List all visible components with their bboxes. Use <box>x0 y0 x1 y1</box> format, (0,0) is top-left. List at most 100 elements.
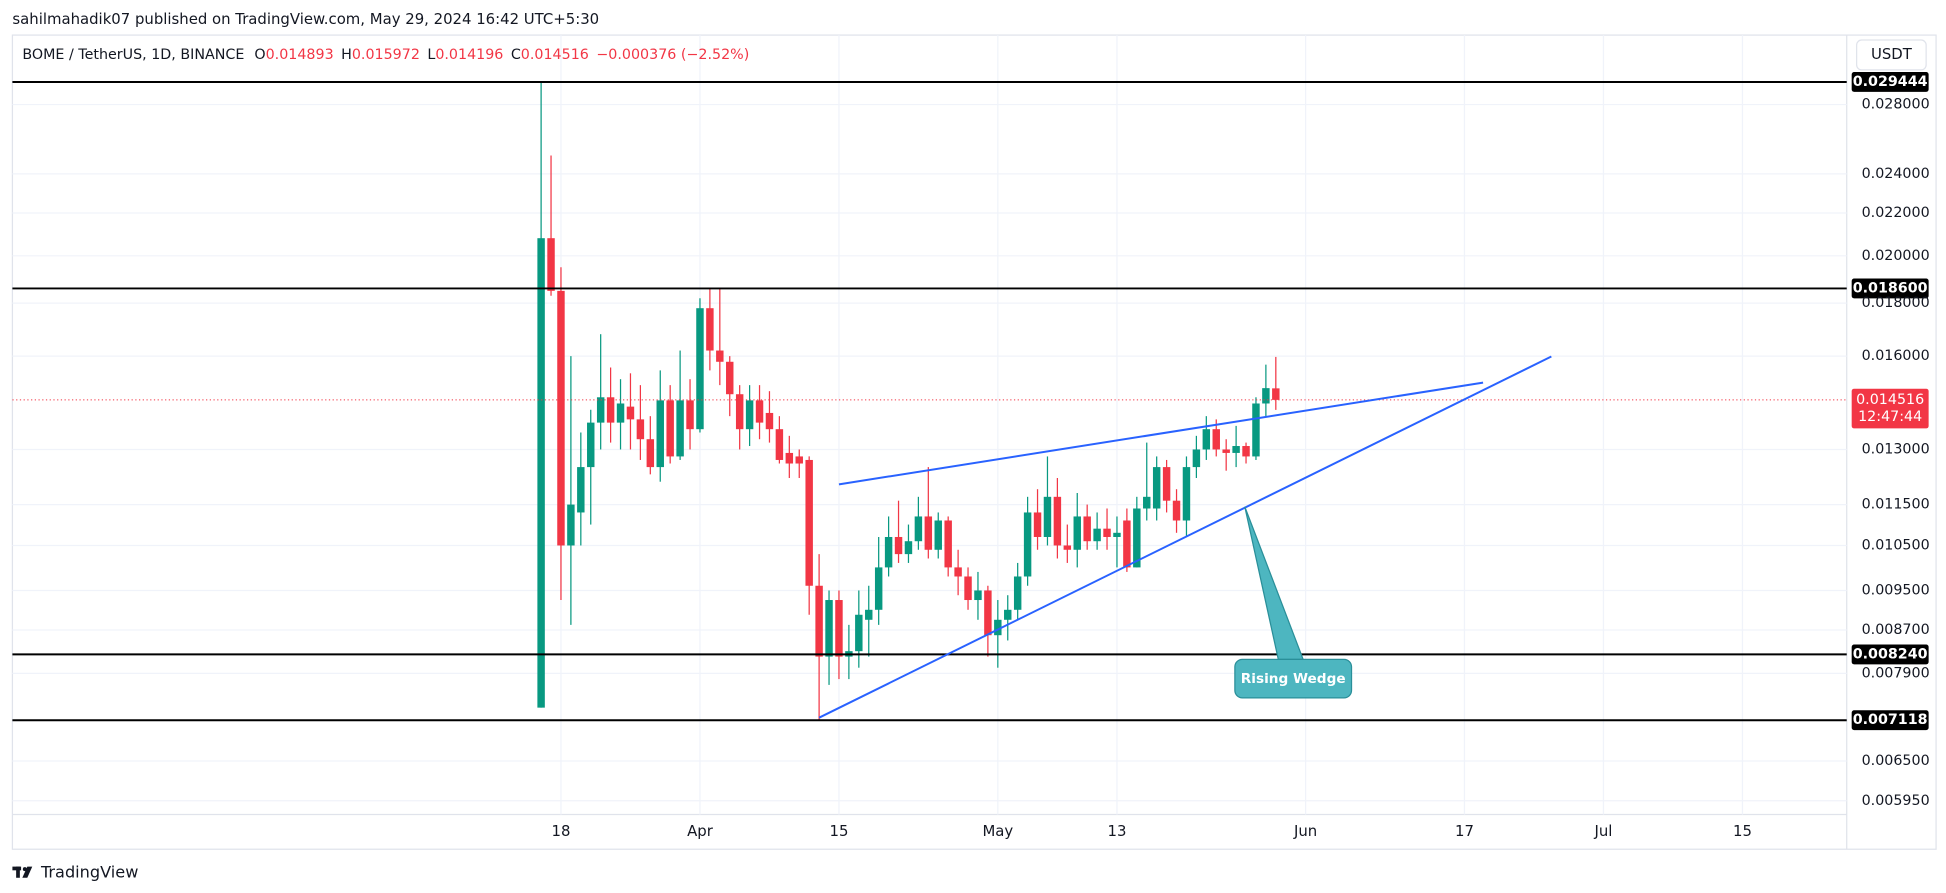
candle-body <box>974 590 982 601</box>
change: −0.000376 (−2.52%) <box>596 47 749 63</box>
candle-body <box>537 238 545 708</box>
last-price-label: 0.014516 <box>1856 392 1924 408</box>
candle-body <box>1202 429 1211 450</box>
level-tag <box>1851 72 1929 92</box>
candle-body <box>1152 467 1161 509</box>
candle-body <box>636 419 645 440</box>
candle-body <box>914 516 923 542</box>
candle-body <box>1272 388 1280 400</box>
last-price-tag <box>1851 388 1929 429</box>
x-tick-label: May <box>982 822 1013 840</box>
candle-body <box>716 350 724 362</box>
x-tick-label: 15 <box>829 822 848 840</box>
frame <box>11 34 1937 850</box>
y-tick-label: 0.018000 <box>1862 295 1930 311</box>
candle-body <box>706 308 714 351</box>
candle-body <box>1053 496 1062 546</box>
wedge-upper-line <box>838 381 1484 486</box>
candle-body <box>1033 512 1042 537</box>
publisher-note: sahilmahadik07 published on TradingView.… <box>12 10 599 28</box>
candle-body <box>865 609 873 620</box>
candle-body <box>1232 446 1240 453</box>
candle-body <box>815 585 823 657</box>
candle-body <box>606 397 615 423</box>
candle-body <box>884 536 893 568</box>
candle-body <box>874 567 883 610</box>
candles <box>537 81 1280 721</box>
candle-body <box>1182 467 1191 521</box>
ohlc-value: 0.014516 <box>521 47 589 63</box>
legend-header: BOME / TetherUS, 1D, BINANCE O0.014893 H0.… <box>22 47 749 63</box>
candle-body <box>1252 403 1260 457</box>
candle-body <box>547 238 555 291</box>
logo-part <box>16 866 20 878</box>
candle-body <box>994 619 1002 636</box>
candle-body <box>1143 496 1151 509</box>
x-tick-label: Jul <box>1593 822 1612 840</box>
y-tick-label: 0.024000 <box>1862 166 1930 182</box>
candle-body <box>656 400 664 468</box>
candle-body <box>557 290 565 546</box>
candle-body <box>944 520 952 568</box>
x-tick-label: 18 <box>551 822 570 840</box>
candle-body <box>1212 429 1220 450</box>
candle-body <box>735 394 744 430</box>
candle-body <box>577 467 585 513</box>
candle-body <box>1192 449 1201 468</box>
candle-body <box>954 567 962 577</box>
candle-body <box>676 400 684 457</box>
candle-body <box>1083 516 1091 542</box>
candle-body <box>646 439 655 468</box>
callout-label: Rising Wedge <box>1241 671 1346 687</box>
candle-body <box>596 397 605 423</box>
candle-body <box>1222 449 1230 453</box>
candle-body <box>1063 545 1072 550</box>
candle-body <box>835 600 843 657</box>
level-label: 0.007118 <box>1853 712 1928 728</box>
candle-body <box>1242 446 1250 457</box>
candle-body <box>1172 500 1181 521</box>
candle-body <box>1023 512 1032 577</box>
ohlc-value: 0.015972 <box>352 47 420 63</box>
candle-body <box>1043 496 1052 537</box>
candle-body <box>1103 528 1111 537</box>
x-tick-label: 13 <box>1107 822 1126 840</box>
candle-body <box>666 400 674 457</box>
y-tick-label: 0.008700 <box>1862 622 1930 638</box>
ohlc-value: 0.014893 <box>266 47 334 63</box>
level-label: 0.018600 <box>1853 280 1928 296</box>
x-tick-label: 15 <box>1733 822 1752 840</box>
y-tick-label: 0.013000 <box>1862 441 1930 457</box>
candle-body <box>984 590 992 636</box>
candle-body <box>924 516 933 550</box>
level-label: 0.008240 <box>1853 646 1928 662</box>
y-tick-label: 0.028000 <box>1862 97 1930 113</box>
countdown-label: 12:47:44 <box>1858 409 1922 425</box>
level-tag <box>1851 278 1929 299</box>
candle-body <box>964 576 972 601</box>
y-tick-label: 0.007900 <box>1862 665 1930 681</box>
candle-body <box>805 459 813 586</box>
currency-button[interactable] <box>1856 39 1927 71</box>
candle-body <box>775 429 784 460</box>
candle-body <box>1093 528 1101 542</box>
candle-body <box>1123 520 1131 568</box>
levels: 0.029444 0.018600 0.008240 0.007118 0.014516… <box>12 72 1929 731</box>
candle-body <box>696 308 704 430</box>
candle-body <box>934 520 942 550</box>
y-tick-label: 0.009500 <box>1862 582 1930 598</box>
y-tick-label: 0.022000 <box>1862 205 1930 221</box>
ohlc-value: 0.014196 <box>435 47 503 63</box>
currency-label[interactable]: USDT <box>1871 45 1913 63</box>
candle-body <box>1013 576 1022 610</box>
candle-body <box>755 400 764 423</box>
wedge-lower-line <box>818 355 1552 719</box>
level-label: 0.029444 <box>1853 74 1928 90</box>
candle-body <box>1262 388 1270 404</box>
y-tick-label: 0.016000 <box>1862 348 1930 364</box>
brand-logo <box>12 866 33 878</box>
y-tick-label: 0.005950 <box>1862 793 1930 809</box>
symbol: BOME / TetherUS, 1D, BINANCE <box>22 47 244 63</box>
